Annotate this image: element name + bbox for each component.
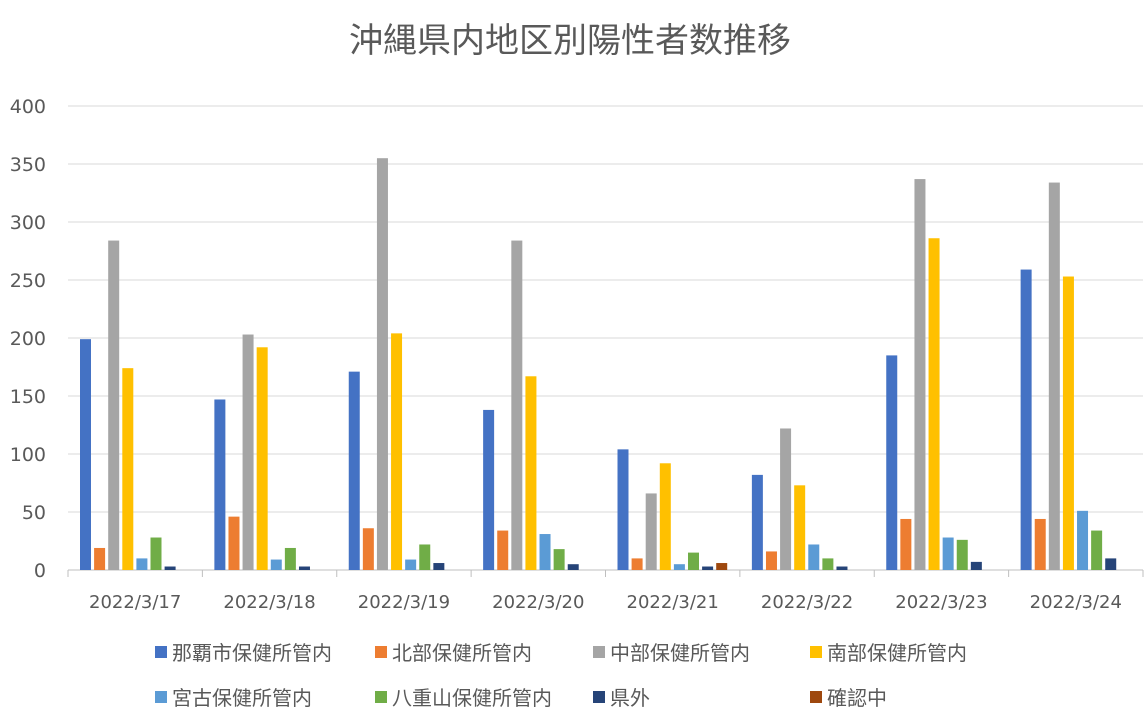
bar — [525, 376, 537, 570]
bar — [900, 518, 912, 570]
bar — [836, 566, 848, 570]
bar — [122, 368, 134, 570]
legend-label: 八重山保健所管内 — [392, 686, 552, 710]
bar — [242, 334, 254, 570]
y-tick-label: 300 — [10, 212, 46, 234]
bar — [751, 474, 763, 570]
bar — [631, 558, 643, 570]
legend-label: 那覇市保健所管内 — [172, 641, 332, 665]
bar — [483, 409, 495, 570]
x-tick-label: 2022/3/20 — [492, 592, 584, 613]
legend-swatch — [155, 646, 167, 658]
legend-swatch — [375, 691, 387, 703]
bar — [645, 493, 657, 570]
y-tick-label: 400 — [10, 96, 46, 118]
bar — [376, 158, 388, 570]
bar — [511, 240, 523, 570]
bar — [914, 179, 926, 570]
legend-swatch — [155, 691, 167, 703]
legend-label: 確認中 — [827, 686, 887, 710]
bar — [659, 463, 671, 570]
legend-label: 宮古保健所管内 — [172, 686, 312, 710]
x-tick-label: 2022/3/17 — [89, 592, 181, 613]
bar — [256, 347, 268, 570]
bar — [1077, 510, 1089, 570]
bar — [298, 566, 310, 570]
bar — [419, 544, 431, 570]
bar — [970, 561, 982, 570]
bar — [228, 516, 240, 570]
bar — [794, 485, 806, 570]
y-tick-label: 250 — [10, 270, 46, 292]
bar — [94, 547, 106, 570]
legend-label: 中部保健所管内 — [610, 641, 750, 665]
bar — [716, 563, 728, 570]
bar — [405, 559, 417, 570]
bar — [164, 566, 176, 570]
legend-label: 県外 — [610, 686, 650, 710]
y-tick-label: 0 — [34, 560, 46, 582]
bar — [539, 534, 551, 570]
y-tick-label: 150 — [10, 386, 46, 408]
bar — [1020, 269, 1032, 570]
bar — [780, 428, 792, 570]
legend-swatch — [810, 691, 822, 703]
bar — [1048, 182, 1060, 570]
bar — [673, 564, 685, 570]
bar — [270, 559, 282, 570]
chart-title: 沖縄県内地区別陽性者数推移 — [349, 21, 791, 61]
x-tick-label: 2022/3/24 — [1030, 592, 1122, 613]
bar — [1091, 530, 1103, 570]
x-tick-label: 2022/3/21 — [627, 592, 719, 613]
y-tick-label: 350 — [10, 154, 46, 176]
x-tick-label: 2022/3/19 — [358, 592, 450, 613]
bar — [822, 558, 834, 570]
legend-swatch — [375, 646, 387, 658]
y-tick-label: 100 — [10, 444, 46, 466]
bar — [1034, 518, 1046, 570]
bar — [702, 566, 714, 570]
bar — [553, 549, 565, 570]
bar — [808, 544, 820, 570]
bar — [284, 547, 296, 570]
bar — [391, 333, 403, 570]
x-tick-label: 2022/3/22 — [761, 592, 853, 613]
x-tick-label: 2022/3/18 — [223, 592, 315, 613]
bar — [433, 563, 445, 570]
bar — [928, 238, 940, 571]
bar — [765, 551, 777, 570]
bar — [617, 449, 629, 570]
bar — [348, 371, 360, 570]
bar — [956, 539, 968, 570]
bar — [108, 240, 120, 570]
legend-label: 南部保健所管内 — [827, 641, 967, 665]
y-tick-label: 200 — [10, 328, 46, 350]
bar — [150, 537, 162, 570]
bar — [362, 528, 374, 570]
bar — [886, 355, 898, 570]
legend-swatch — [593, 691, 605, 703]
legend-swatch — [810, 646, 822, 658]
bar — [214, 399, 226, 570]
bar — [80, 339, 91, 570]
bar — [1105, 558, 1117, 570]
bar — [136, 558, 148, 570]
bar — [942, 537, 954, 570]
bar — [567, 564, 579, 570]
bar — [688, 552, 699, 570]
y-tick-label: 50 — [22, 502, 46, 524]
bar — [1062, 276, 1074, 570]
bar — [497, 530, 509, 570]
legend-label: 北部保健所管内 — [392, 641, 532, 665]
legend-swatch — [593, 646, 605, 658]
x-tick-label: 2022/3/23 — [895, 592, 987, 613]
